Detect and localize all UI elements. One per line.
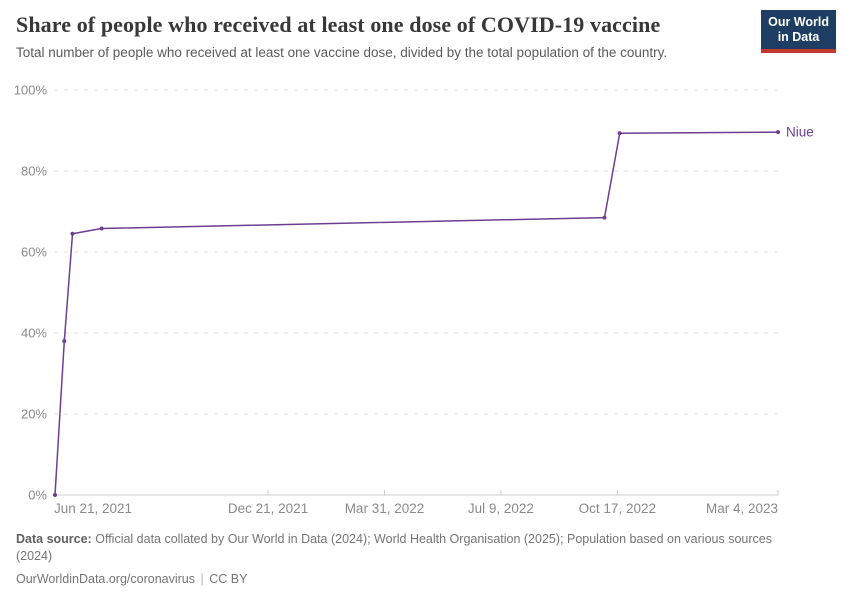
x-axis-label: Oct 17, 2022 bbox=[579, 501, 656, 516]
footer: Data source: Official data collated by O… bbox=[16, 531, 808, 588]
x-axis-label: Jul 9, 2022 bbox=[468, 501, 534, 516]
series-label-niue: Niue bbox=[786, 125, 814, 140]
y-axis-label: 40% bbox=[21, 326, 47, 341]
footer-separator: | bbox=[200, 571, 204, 586]
data-point bbox=[62, 339, 67, 344]
x-axis-label: Jun 21, 2021 bbox=[54, 501, 132, 516]
x-axis-label: Mar 4, 2023 bbox=[706, 501, 778, 516]
owid-logo-line2: in Data bbox=[777, 30, 820, 44]
owid-logo[interactable]: Our World in Data bbox=[761, 10, 836, 53]
data-point bbox=[776, 130, 780, 135]
chart-subtitle: Total number of people who received at l… bbox=[16, 45, 668, 60]
y-axis-label: 0% bbox=[28, 488, 47, 503]
footer-link-line: OurWorldinData.org/coronavirus | CC BY bbox=[16, 571, 808, 588]
data-point bbox=[602, 215, 607, 220]
series-line-niue bbox=[54, 131, 779, 496]
footer-source-line: Data source: Official data collated by O… bbox=[16, 531, 808, 566]
footer-link[interactable]: OurWorldinData.org/coronavirus bbox=[16, 571, 196, 586]
data-point bbox=[99, 226, 104, 231]
data-point bbox=[70, 231, 75, 236]
data-point bbox=[53, 493, 57, 497]
x-axis-label: Mar 31, 2022 bbox=[345, 501, 425, 516]
footer-source-label: Data source: bbox=[16, 532, 92, 546]
footer-source-text: Official data collated by Our World in D… bbox=[16, 532, 772, 564]
chart-header: Share of people who received at least on… bbox=[16, 12, 750, 60]
x-axis-label: Dec 21, 2021 bbox=[228, 501, 308, 516]
chart-title: Share of people who received at least on… bbox=[16, 12, 661, 37]
owid-logo-line1: Our World bbox=[768, 15, 829, 29]
data-point bbox=[617, 131, 622, 136]
y-axis-label: 60% bbox=[21, 245, 47, 260]
y-axis-label: 100% bbox=[14, 83, 48, 98]
footer-license: CC BY bbox=[209, 571, 248, 586]
y-axis-label: 80% bbox=[21, 164, 47, 179]
y-axis-label: 20% bbox=[21, 407, 47, 422]
